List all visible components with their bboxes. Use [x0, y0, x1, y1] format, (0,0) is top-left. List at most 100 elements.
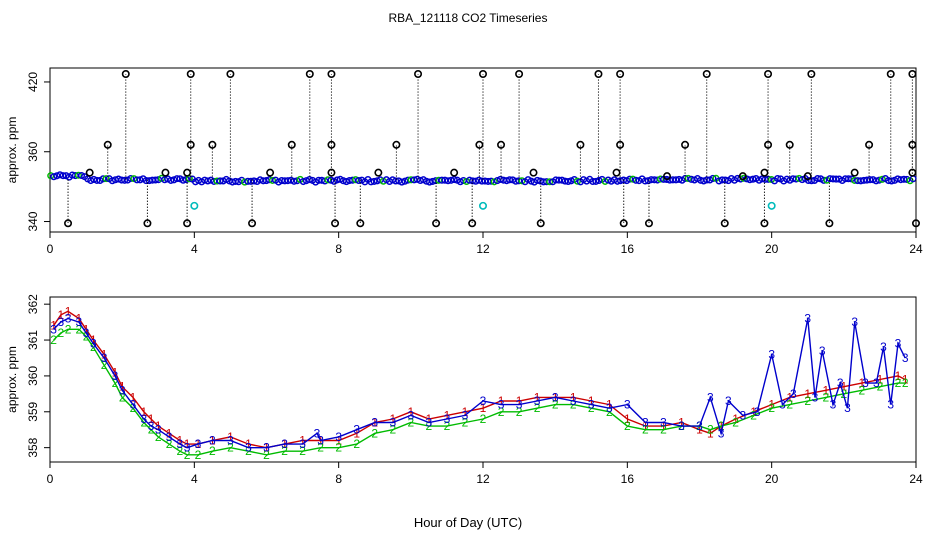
series-3-label: 3 [444, 412, 451, 426]
series-1-label: 1 [804, 387, 811, 401]
series-3-label: 3 [83, 326, 90, 340]
series-2-label: 2 [317, 441, 324, 455]
series-1-label: 1 [840, 380, 847, 394]
baseline-point [774, 174, 782, 183]
series-1-label: 1 [570, 390, 577, 404]
series-2-label: 2 [245, 444, 252, 458]
series-2-label: 2 [822, 390, 829, 404]
baseline-point [151, 176, 159, 184]
series-3-label: 3 [335, 430, 342, 444]
series-2-label: 2 [299, 444, 306, 458]
baseline-point [872, 177, 880, 185]
series-2-label: 2 [281, 444, 288, 458]
baseline-point [167, 176, 175, 184]
series-2-label: 2 [895, 376, 902, 390]
series-1-label: 1 [498, 394, 505, 408]
low-spike-marker [183, 219, 192, 228]
series-3-label: 3 [353, 423, 360, 437]
y-tick-label: 340 [26, 211, 40, 231]
series-1-label: 1 [822, 383, 829, 397]
small-marker [183, 168, 192, 177]
series-2-label: 2 [786, 398, 793, 412]
high-spike-marker [327, 70, 336, 79]
series-3-label: 3 [725, 394, 732, 408]
series-1-label: 1 [148, 412, 155, 426]
series-2-label: 2 [148, 423, 155, 437]
series-2-label: 2 [642, 423, 649, 437]
series-line-3 [53, 317, 906, 449]
series-1-label: 1 [184, 437, 191, 451]
series-2-label: 2 [444, 419, 451, 433]
series-1-label: 1 [50, 319, 57, 333]
small-marker [663, 172, 672, 181]
baseline-point [546, 178, 554, 186]
series-2-label: 2 [902, 376, 909, 390]
series-1-label: 1 [227, 430, 234, 444]
baseline-point [533, 176, 541, 184]
series-2-label: 2 [877, 380, 884, 394]
high-spike-marker [305, 70, 314, 79]
series-2-label: 2 [407, 416, 414, 430]
series-1-label: 1 [101, 347, 108, 361]
series-2-label: 2 [804, 394, 811, 408]
baseline-point [875, 176, 883, 184]
series-1-label: 1 [606, 398, 613, 412]
high-spike-marker [226, 70, 235, 79]
mid-spike-marker [287, 140, 296, 149]
series-1-label: 1 [112, 365, 119, 379]
series-2-label: 2 [335, 441, 342, 455]
x-tick-label: 20 [765, 242, 779, 256]
high-spike-marker [764, 70, 773, 79]
series-2-label: 2 [101, 358, 108, 372]
mid-spike-marker [186, 140, 195, 149]
high-spike-marker [478, 70, 487, 79]
series-3-label: 3 [819, 344, 826, 358]
series-3-label: 3 [880, 340, 887, 354]
baseline-point [709, 174, 717, 182]
y-tick-label: 420 [26, 72, 40, 92]
series-2-label: 2 [119, 390, 126, 404]
y-tick-label: 358 [26, 437, 40, 457]
series-2-label: 2 [209, 444, 216, 458]
small-marker [85, 168, 94, 177]
series-2-label: 2 [371, 426, 378, 440]
baseline-point [844, 175, 852, 183]
series-line-2 [53, 328, 906, 456]
series-3-label: 3 [65, 312, 72, 326]
series-2-label: 2 [624, 419, 631, 433]
series-1-label: 1 [407, 405, 414, 419]
baseline-point [127, 174, 135, 183]
y-axis-label: approx. ppm [5, 346, 19, 413]
baseline-point [807, 177, 816, 185]
small-marker [803, 172, 812, 181]
mid-spike-marker [764, 140, 773, 149]
series-3-label: 3 [606, 401, 613, 415]
mid-spike-marker [103, 140, 112, 149]
series-2-label: 2 [112, 376, 119, 390]
series-2-label: 2 [660, 423, 667, 437]
mid-spike-marker [392, 140, 401, 149]
series-3-label: 3 [90, 337, 97, 351]
baseline-point [121, 176, 129, 184]
series-3-label: 3 [184, 441, 191, 455]
series-1-label: 1 [732, 412, 739, 426]
small-marker [738, 172, 747, 181]
series-3-label: 3 [57, 315, 64, 329]
baseline-point [108, 177, 116, 185]
small-marker [266, 168, 275, 177]
series-3-label: 3 [851, 315, 858, 329]
mid-spike-marker [865, 140, 874, 149]
low-spike-marker [911, 219, 920, 228]
baseline-point [626, 175, 634, 183]
series-2-label: 2 [718, 419, 725, 433]
series-2-label: 2 [140, 416, 147, 430]
mid-spike-marker [785, 140, 794, 149]
baseline-point [684, 174, 692, 183]
series-1-label: 1 [462, 405, 469, 419]
series-1-label: 1 [166, 426, 173, 440]
x-tick-label: 8 [335, 242, 342, 256]
high-spike-marker [186, 70, 195, 79]
series-1-label: 1 [155, 419, 162, 433]
y-axis-label: approx. ppm [5, 117, 19, 184]
series-1-label: 1 [57, 308, 64, 322]
